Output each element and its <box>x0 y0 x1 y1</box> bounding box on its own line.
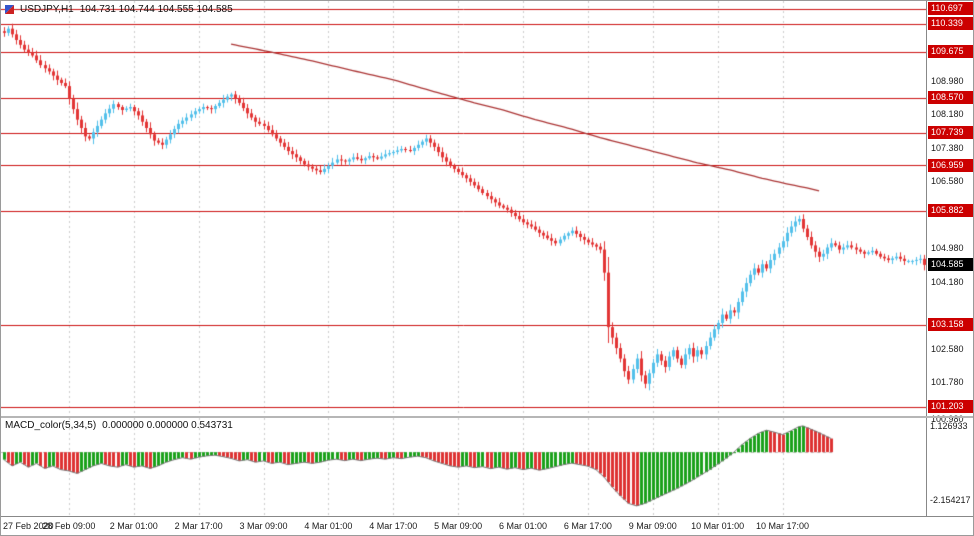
price-level-badge: 110.339 <box>928 17 973 31</box>
price-tick-label: 102.580 <box>931 343 964 354</box>
price-level-badge: 110.697 <box>928 2 973 16</box>
price-tick-label: 100.980 <box>931 413 964 424</box>
price-tick-label: 101.780 <box>931 377 964 388</box>
price-axis[interactable]: 1.126933 -2.154217 108.980 108.180 107.380… <box>926 1 973 516</box>
indicator-name-label: MACD_color(5,34,5) <box>5 420 97 431</box>
price-tick-label: 108.180 <box>931 109 964 120</box>
price-tick-label: 107.380 <box>931 142 964 153</box>
current-price-badge: 104.585 <box>928 258 973 272</box>
symbol-icon <box>5 5 14 14</box>
time-axis-label: 27 Feb 2020 <box>3 521 54 531</box>
ohlc-values-label: 104.731 104.744 104.555 104.585 <box>79 4 233 15</box>
time-axis-label: 6 Mar 17:00 <box>563 521 612 531</box>
indicator-scale-max-label: 1.126933 <box>930 421 968 431</box>
time-axis-label: 3 Mar 09:00 <box>239 521 288 531</box>
time-axis-label: 2 Mar 17:00 <box>174 521 223 531</box>
price-tick-label: 104.980 <box>931 243 964 254</box>
time-axis-label: 5 Mar 09:00 <box>434 521 483 531</box>
price-tick-label: 108.980 <box>931 75 964 86</box>
macd-chart-canvas[interactable] <box>1 418 926 516</box>
price-level-badge: 101.203 <box>928 400 973 414</box>
price-tick-label: 106.580 <box>931 176 964 187</box>
pane-separator[interactable] <box>1 416 973 418</box>
time-axis[interactable]: 27 Feb 2020 28 Feb 09:00 2 Mar 01:00 2 Mar … <box>1 516 973 535</box>
time-axis-label: 28 Feb 09:00 <box>42 521 96 531</box>
price-tick-label: 104.180 <box>931 276 964 287</box>
indicator-values-label: 0.000000 0.000000 0.543731 <box>102 420 233 431</box>
time-axis-label: 10 Mar 01:00 <box>691 521 745 531</box>
time-axis-label: 10 Mar 17:00 <box>756 521 810 531</box>
price-level-badge: 106.959 <box>928 158 973 172</box>
price-level-badge: 103.158 <box>928 318 973 332</box>
symbol-timeframe-label: USDJPY,H1 <box>20 4 74 15</box>
time-axis-label: 6 Mar 01:00 <box>499 521 548 531</box>
price-level-badge: 108.570 <box>928 91 973 105</box>
chart-title: USDJPY,H1 104.731 104.744 104.555 104.58… <box>5 4 233 15</box>
time-axis-label: 4 Mar 01:00 <box>304 521 353 531</box>
indicator-title: MACD_color(5,34,5) 0.000000 0.000000 0.5… <box>5 420 233 431</box>
price-level-badge: 105.882 <box>928 204 973 217</box>
price-level-badge: 109.675 <box>928 45 973 58</box>
price-level-badge: 107.739 <box>928 126 973 140</box>
price-chart-canvas[interactable] <box>1 1 926 416</box>
time-axis-label: 4 Mar 17:00 <box>369 521 418 531</box>
indicator-scale-min-label: -2.154217 <box>930 495 971 505</box>
time-axis-label: 2 Mar 01:00 <box>109 521 158 531</box>
time-axis-label: 9 Mar 09:00 <box>628 521 677 531</box>
